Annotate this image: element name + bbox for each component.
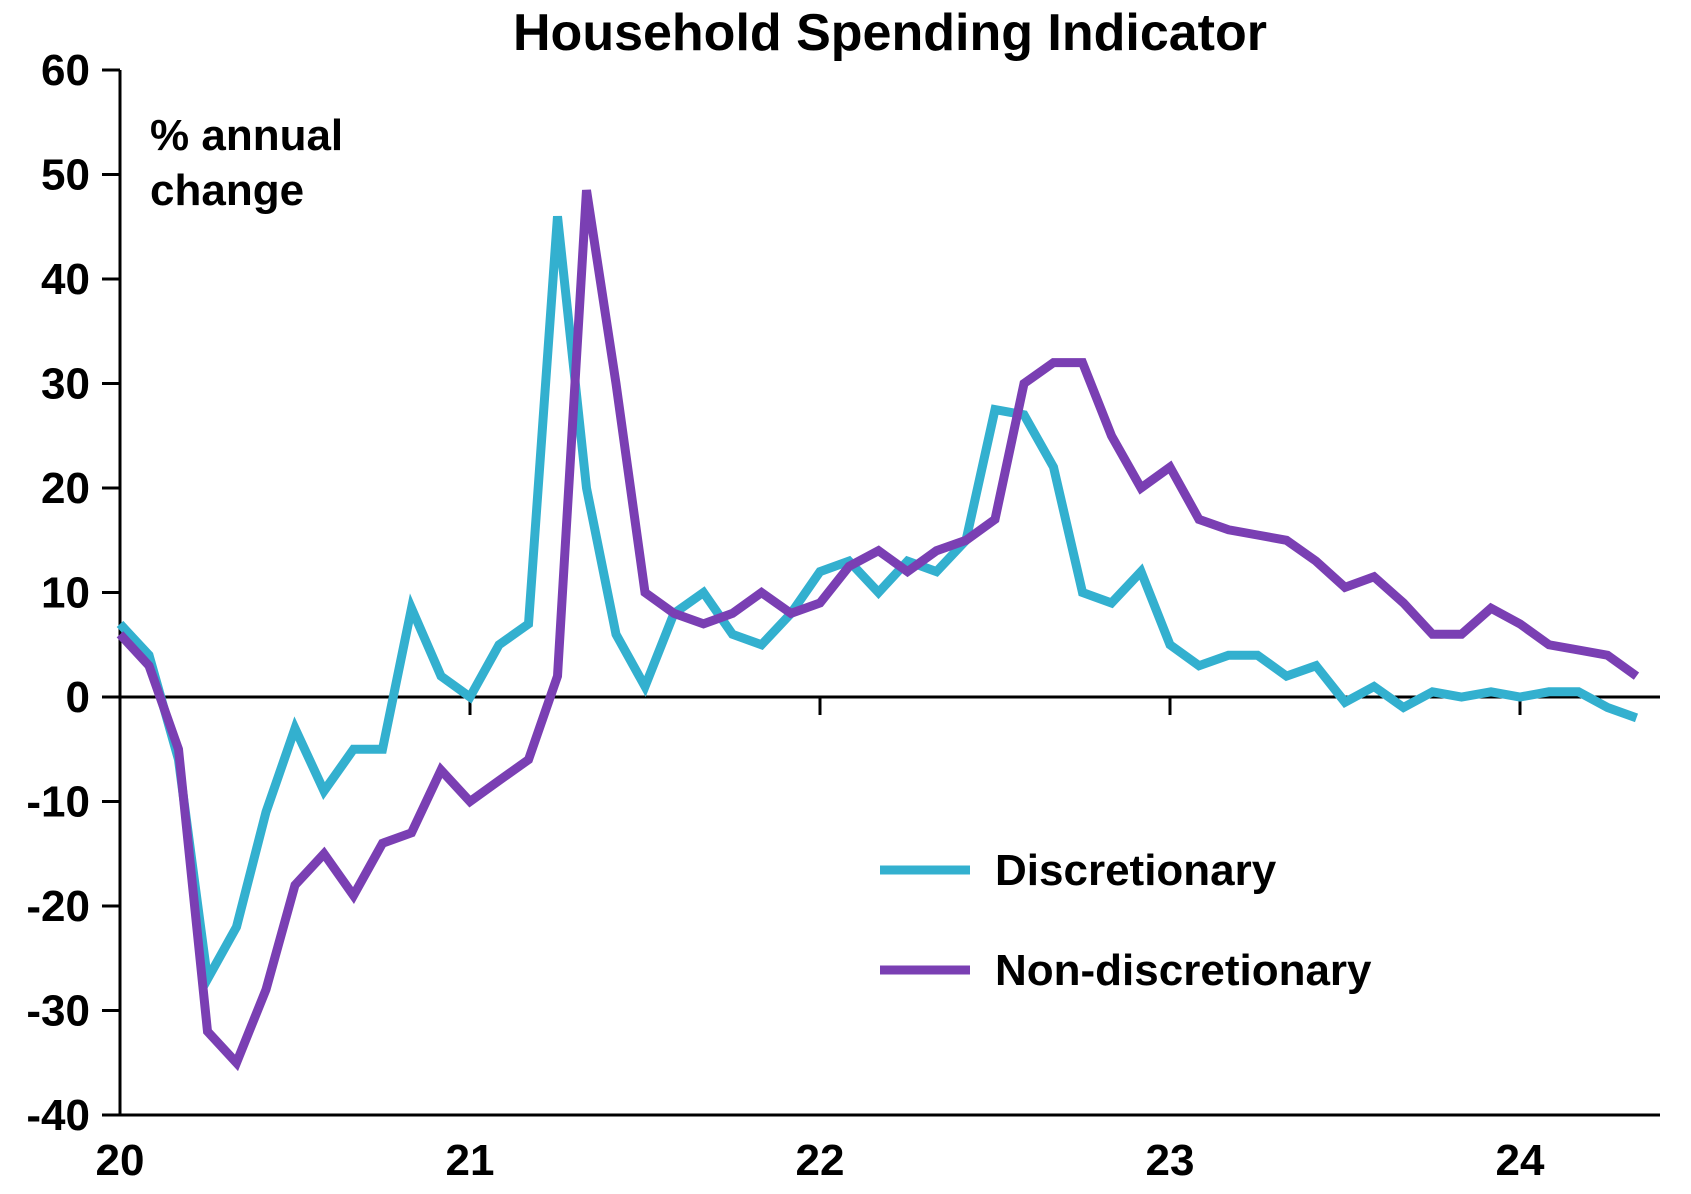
chart-container: Household Spending Indicator -40 -30 -20 -10… xyxy=(0,0,1691,1194)
y-tick-label: 30 xyxy=(41,360,90,409)
y-tick-label: 20 xyxy=(41,464,90,513)
y-tick-label: 0 xyxy=(66,673,90,722)
y-tick-label: -40 xyxy=(26,1091,90,1140)
y-tick-label: -30 xyxy=(26,987,90,1036)
y-axis-unit-label-line1: % annual xyxy=(150,111,343,160)
y-tick-label: 50 xyxy=(41,151,90,200)
y-tick-label: 60 xyxy=(41,46,90,95)
x-tick-label: 20 xyxy=(96,1136,145,1185)
y-tick-label: 10 xyxy=(41,569,90,618)
legend-label-discretionary: Discretionary xyxy=(995,846,1277,895)
line-chart-svg: Household Spending Indicator -40 -30 -20 -10… xyxy=(0,0,1691,1194)
x-tick-label: 23 xyxy=(1146,1136,1195,1185)
y-tick-label: 40 xyxy=(41,255,90,304)
x-tick-label: 22 xyxy=(796,1136,845,1185)
y-axis-unit-label-line2: change xyxy=(150,166,304,215)
y-tick-label: -10 xyxy=(26,778,90,827)
x-tick-label: 21 xyxy=(446,1136,495,1185)
x-tick-label: 24 xyxy=(1496,1136,1545,1185)
chart-title: Household Spending Indicator xyxy=(513,4,1267,62)
y-tick-label: -20 xyxy=(26,882,90,931)
legend-label-non-discretionary: Non-discretionary xyxy=(995,946,1372,995)
